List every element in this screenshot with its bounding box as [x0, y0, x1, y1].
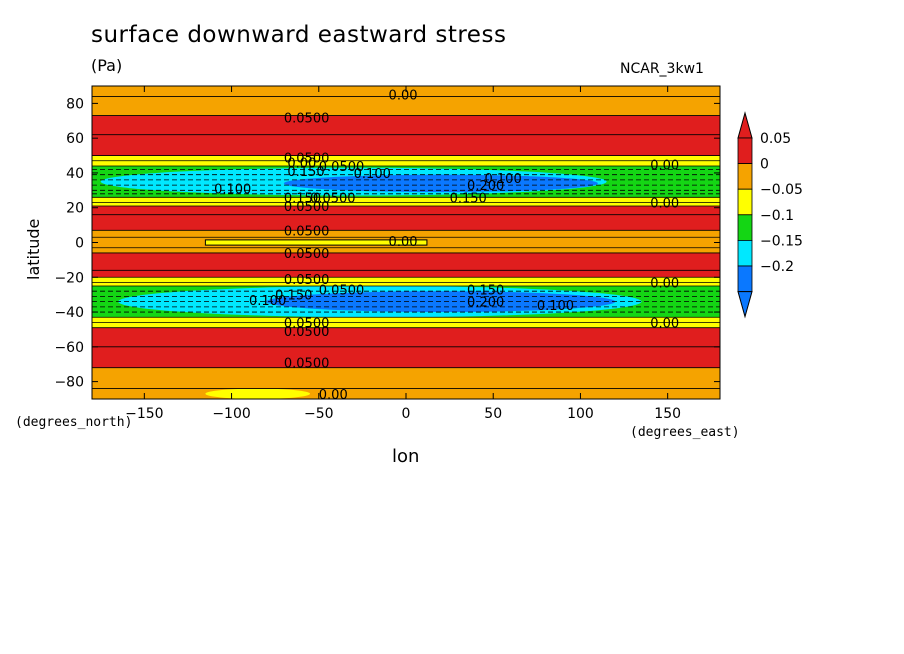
contour-label: 0.150: [275, 289, 312, 304]
contour-label: 0.0500: [284, 356, 330, 371]
y-tick-label: −80: [54, 375, 84, 391]
contour-label: 0.0500: [284, 273, 330, 288]
fill-red-north: [92, 115, 720, 156]
fill-blue-north: [283, 174, 598, 193]
y-tick-label: −40: [54, 305, 84, 321]
x-tick-label: 100: [567, 406, 594, 422]
colorbar-label: −0.05: [760, 182, 803, 198]
fill-red-south-sub: [92, 252, 720, 278]
contour-label: 0.0500: [284, 200, 330, 215]
y-tick-label: 80: [66, 96, 84, 112]
y-tick-label: 60: [66, 131, 84, 147]
y-tick-label: 0: [75, 236, 84, 252]
contour-label: 0.0500: [284, 224, 330, 239]
chart-title: surface downward eastward stress: [91, 22, 507, 48]
contour-label: 0.0500: [319, 283, 365, 298]
fill-red-south: [92, 327, 720, 368]
contour-label: 0.200: [467, 296, 504, 311]
contour-label: 0.0500: [284, 151, 330, 166]
contour-label: 0.150: [284, 191, 321, 206]
colorbar-label: −0.1: [760, 208, 794, 224]
contour-label: 0.200: [467, 179, 504, 194]
model-label: NCAR_3kw1: [620, 61, 704, 77]
y-tick-label: 20: [66, 201, 84, 217]
contour-label: 0.100: [485, 172, 522, 187]
x-tick-label: −150: [125, 406, 163, 422]
contour-label: 0.100: [214, 183, 251, 198]
contour-label: 0.150: [450, 191, 487, 206]
contour-label: 0.100: [249, 294, 286, 309]
contour-label: 0.100: [354, 167, 391, 182]
y-tick-label: −20: [54, 270, 84, 286]
x-tick-label: 150: [654, 406, 681, 422]
contour-label: 0.00: [650, 158, 679, 173]
x-tick-label: −100: [212, 406, 250, 422]
contour-label: 0.00: [287, 157, 316, 172]
colorbar-swatch: [737, 265, 753, 293]
fill-yellow-south-a: [92, 277, 720, 286]
colorbar-top-triangle: [737, 111, 753, 139]
colorbar-label: 0.05: [760, 131, 791, 147]
x-axis-label: lon: [392, 446, 420, 467]
colorbar-swatch: [737, 163, 753, 190]
contour-label: 0.00: [650, 197, 679, 212]
fill-yellow-south-pole: [205, 388, 311, 399]
contour-label: 0.00: [650, 316, 679, 331]
colorbar-label: 0: [760, 157, 769, 173]
contour-label: 0.100: [537, 299, 574, 314]
colorbar-swatch: [737, 214, 753, 241]
contour-label: 0.0500: [284, 247, 330, 262]
axes: −150 −100 −50 0 50 100 150 80 60 40 20 0 −20 −40 −60 −8…: [54, 86, 720, 422]
contour-label: 0.0500: [284, 316, 330, 331]
y-tick-label: 40: [66, 166, 84, 182]
contour-label: 0.0500: [310, 191, 356, 206]
y-tick-label: −60: [54, 340, 84, 356]
colorbar-label: −0.2: [760, 259, 794, 275]
x-tick-label: 50: [484, 406, 502, 422]
colorbar-label: −0.15: [760, 233, 803, 249]
y-units-label: (degrees_north): [15, 415, 133, 430]
colorbar-swatch: [737, 239, 753, 267]
contour-label: 0.00: [650, 276, 679, 291]
fill-red-north-sub: [92, 205, 720, 231]
fill-yellow-equator: [204, 239, 428, 246]
contour-label: 0.150: [287, 165, 324, 180]
contour-lines: [92, 96, 720, 389]
contour-label: 0.150: [467, 283, 504, 298]
contour-label: 0.0500: [284, 325, 330, 340]
contour-label: 0.0500: [284, 111, 330, 126]
fill-yellow-north-b: [92, 197, 720, 206]
contour-label: 0.00: [389, 235, 418, 250]
colorbar-swatch: [737, 137, 753, 165]
contour-label: 0.0500: [319, 160, 365, 175]
colorbar-bottom-triangle: [737, 291, 753, 319]
colorbar-swatch: [737, 188, 753, 216]
units-label: (Pa): [91, 56, 123, 75]
x-units-label: (degrees_east): [630, 425, 740, 440]
contour-label: 0.00: [319, 388, 348, 403]
x-tick-label: 0: [402, 406, 411, 422]
colorbar: 0.05 0 −0.05 −0.1 −0.15 −0.2: [737, 111, 803, 319]
contour-label: 0.00: [389, 89, 418, 104]
x-tick-label: −50: [304, 406, 334, 422]
y-axis-label: latitude: [24, 218, 43, 280]
